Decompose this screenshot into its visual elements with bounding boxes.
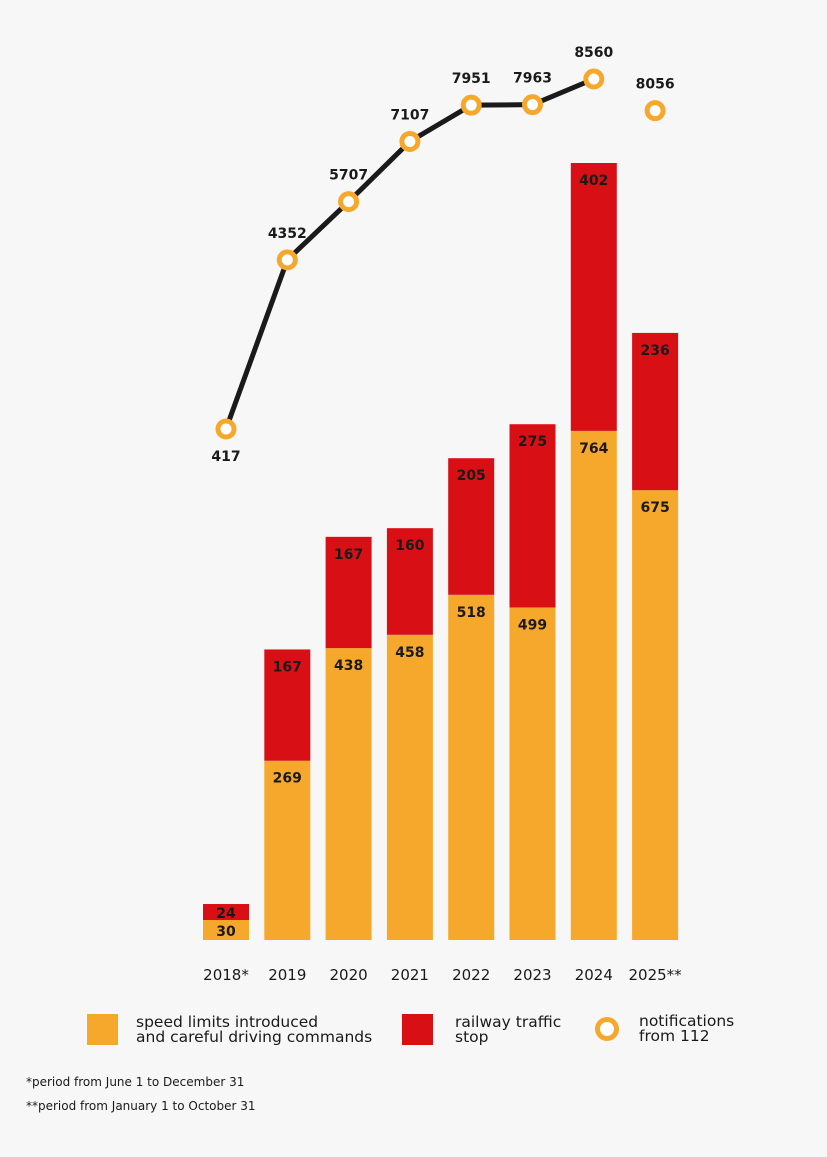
legend-label: notifications [639, 1012, 735, 1030]
data-label-railway-stop: 160 [395, 538, 424, 554]
chart: 30 24 2018* 269 167 2019 438 167 2020 458 160 2021 5… [203, 45, 683, 984]
data-label-speed-limits: 438 [334, 658, 363, 674]
data-label-notifications: 7951 [452, 71, 491, 87]
data-label-railway-stop: 167 [334, 547, 363, 563]
footnote: *period from June 1 to December 31 [26, 1075, 245, 1089]
legend-ring-icon [595, 1017, 619, 1041]
legend-item-speed-limits: speed limits introduced and careful drivi… [87, 1014, 372, 1045]
notifications-point [215, 418, 237, 440]
x-tick-label: 2023 [513, 966, 551, 984]
legend-item-railway-stop: railway traffic stop [402, 1014, 561, 1045]
data-label-speed-limits: 764 [579, 441, 608, 457]
data-label-speed-limits: 458 [395, 645, 424, 661]
notifications-point [399, 130, 421, 152]
bar-speed-limits [386, 634, 433, 940]
bar-speed-limits [203, 920, 249, 940]
data-label-notifications: 8056 [636, 77, 675, 93]
data-label-speed-limits: 499 [518, 617, 547, 633]
data-label-railway-stop: 167 [273, 659, 302, 675]
legend-label: and careful driving commands [136, 1027, 373, 1046]
bar-speed-limits [448, 594, 495, 940]
x-tick-label: 2021 [391, 966, 429, 984]
x-tick-label: 2025** [629, 966, 683, 984]
data-label-notifications: 417 [211, 449, 240, 465]
notifications-point [338, 191, 360, 213]
notifications-point [522, 94, 543, 116]
data-label-notifications: 5707 [329, 168, 368, 184]
bar-speed-limits [509, 607, 556, 940]
x-tick-label: 2022 [452, 966, 490, 984]
notifications-point [583, 68, 605, 90]
x-tick-label: 2019 [268, 966, 306, 984]
data-label-notifications: 7963 [513, 71, 552, 87]
x-tick-label: 2024 [575, 966, 613, 984]
legend-label: railway traffic [455, 1012, 562, 1031]
legend-label: from 112 [639, 1027, 710, 1045]
data-label-notifications: 7107 [390, 107, 429, 123]
footnote: **period from January 1 to October 31 [26, 1099, 256, 1113]
bar-railway-stop [509, 424, 556, 608]
legend-label: speed limits introduced [136, 1012, 319, 1031]
legend-label: stop [455, 1027, 489, 1046]
bar-railway-stop [203, 904, 249, 921]
bar-railway-stop [570, 163, 617, 431]
data-label-notifications: 8560 [574, 45, 613, 61]
bar-speed-limits [264, 760, 311, 940]
bar-speed-limits [632, 490, 679, 940]
data-label-railway-stop: 402 [579, 173, 608, 189]
data-label-speed-limits: 30 [216, 924, 236, 940]
notifications-point [460, 94, 482, 116]
notifications-point [644, 100, 666, 122]
x-tick-label: 2020 [330, 966, 368, 984]
legend-item-notifications: notifications from 112 [595, 1012, 735, 1045]
legend-swatch-red [402, 1014, 433, 1045]
data-label-railway-stop: 24 [216, 906, 236, 922]
notifications-point [276, 249, 298, 271]
legend-swatch-orange [87, 1014, 118, 1045]
bar-speed-limits [325, 648, 372, 940]
data-label-speed-limits: 518 [457, 605, 486, 621]
bar-railway-stop [632, 332, 679, 491]
bar-railway-stop [448, 458, 495, 595]
bar-railway-stop [264, 649, 311, 761]
bar-speed-limits [570, 430, 617, 940]
data-label-speed-limits: 269 [273, 771, 302, 787]
data-label-railway-stop: 205 [457, 468, 486, 484]
data-label-notifications: 4352 [268, 226, 307, 242]
data-label-speed-limits: 675 [640, 500, 669, 516]
data-label-railway-stop: 236 [640, 343, 669, 359]
bar-railway-stop [386, 528, 433, 635]
bar-railway-stop [325, 536, 372, 649]
x-tick-label: 2018* [203, 966, 249, 984]
data-label-railway-stop: 275 [518, 434, 547, 450]
